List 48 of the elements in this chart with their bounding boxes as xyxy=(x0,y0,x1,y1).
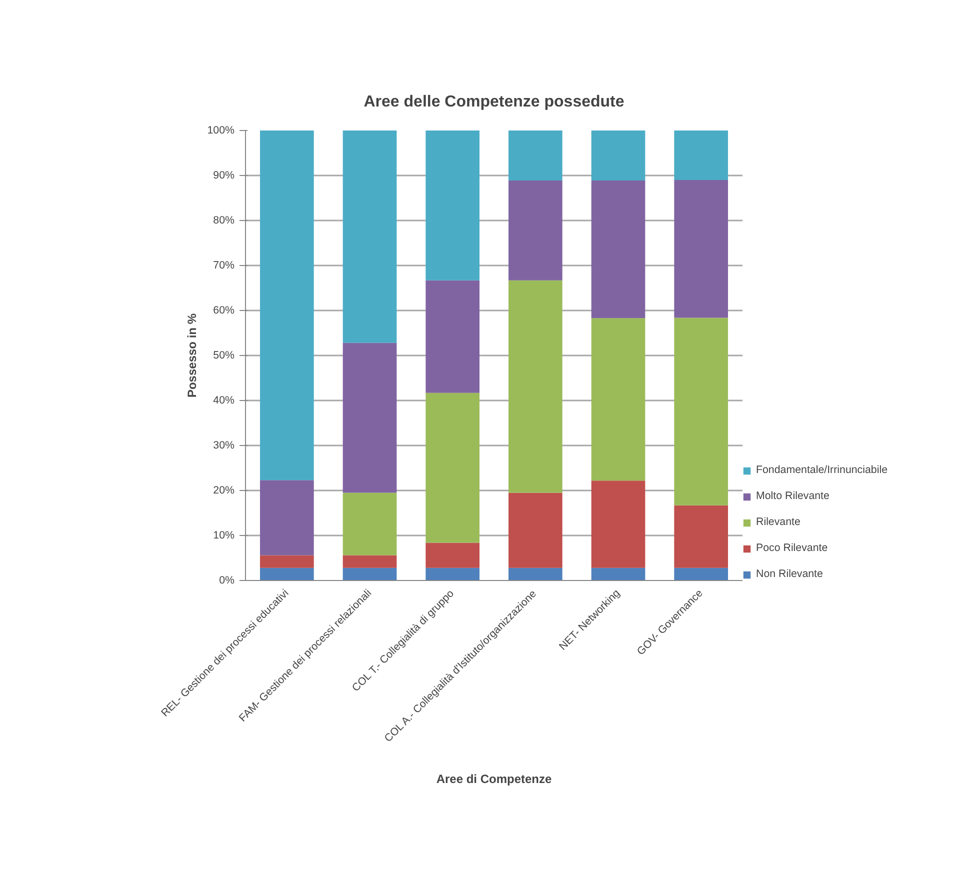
chart-title: Aree delle Competenze possedute xyxy=(364,94,624,110)
bar xyxy=(426,280,480,393)
bar xyxy=(591,130,646,180)
bar xyxy=(260,480,314,556)
bar xyxy=(591,568,646,580)
bar xyxy=(426,392,480,543)
legend-label: Non Rilevante xyxy=(756,568,823,580)
bar xyxy=(674,180,728,318)
bar xyxy=(591,480,646,568)
bar xyxy=(342,555,397,568)
bar xyxy=(508,568,562,580)
y-tick-label: 40% xyxy=(213,394,236,406)
x-axis-title: Aree di Competenze xyxy=(436,772,552,786)
legend-label: Poco Rilevante xyxy=(756,542,828,554)
y-tick-label: 30% xyxy=(213,440,236,452)
bar xyxy=(342,342,397,493)
bar xyxy=(426,542,480,568)
legend-label: Molto Rilevante xyxy=(756,490,830,502)
bar xyxy=(342,568,397,580)
y-tick-label: 20% xyxy=(213,484,236,496)
legend-label: Rilevante xyxy=(756,516,800,528)
bar xyxy=(508,492,562,568)
y-tick-label: 80% xyxy=(213,214,236,226)
bar xyxy=(260,555,314,568)
y-tick-label: 10% xyxy=(213,530,236,542)
bar xyxy=(260,130,314,480)
bar xyxy=(426,130,480,280)
y-tick-label: 100% xyxy=(207,124,236,136)
bar xyxy=(342,130,397,343)
y-tick-label: 60% xyxy=(213,304,236,316)
bar xyxy=(674,318,728,506)
bar xyxy=(508,280,562,493)
y-tick-label: 0% xyxy=(219,574,236,586)
y-tick-label: 50% xyxy=(213,350,236,362)
bar xyxy=(508,130,562,180)
bar xyxy=(591,318,646,481)
y-tick-label: 90% xyxy=(213,170,236,182)
legend-label: Fondamentale/Irrinunciabile xyxy=(756,464,888,476)
bar xyxy=(591,180,646,318)
bar xyxy=(674,505,728,568)
y-tick-label: 70% xyxy=(213,260,236,272)
bar xyxy=(260,568,314,580)
bar xyxy=(674,568,728,580)
bar xyxy=(508,180,562,280)
bar xyxy=(426,568,480,580)
bar xyxy=(342,492,397,556)
y-axis-title: Possesso in % xyxy=(185,313,200,398)
bar xyxy=(674,130,728,180)
